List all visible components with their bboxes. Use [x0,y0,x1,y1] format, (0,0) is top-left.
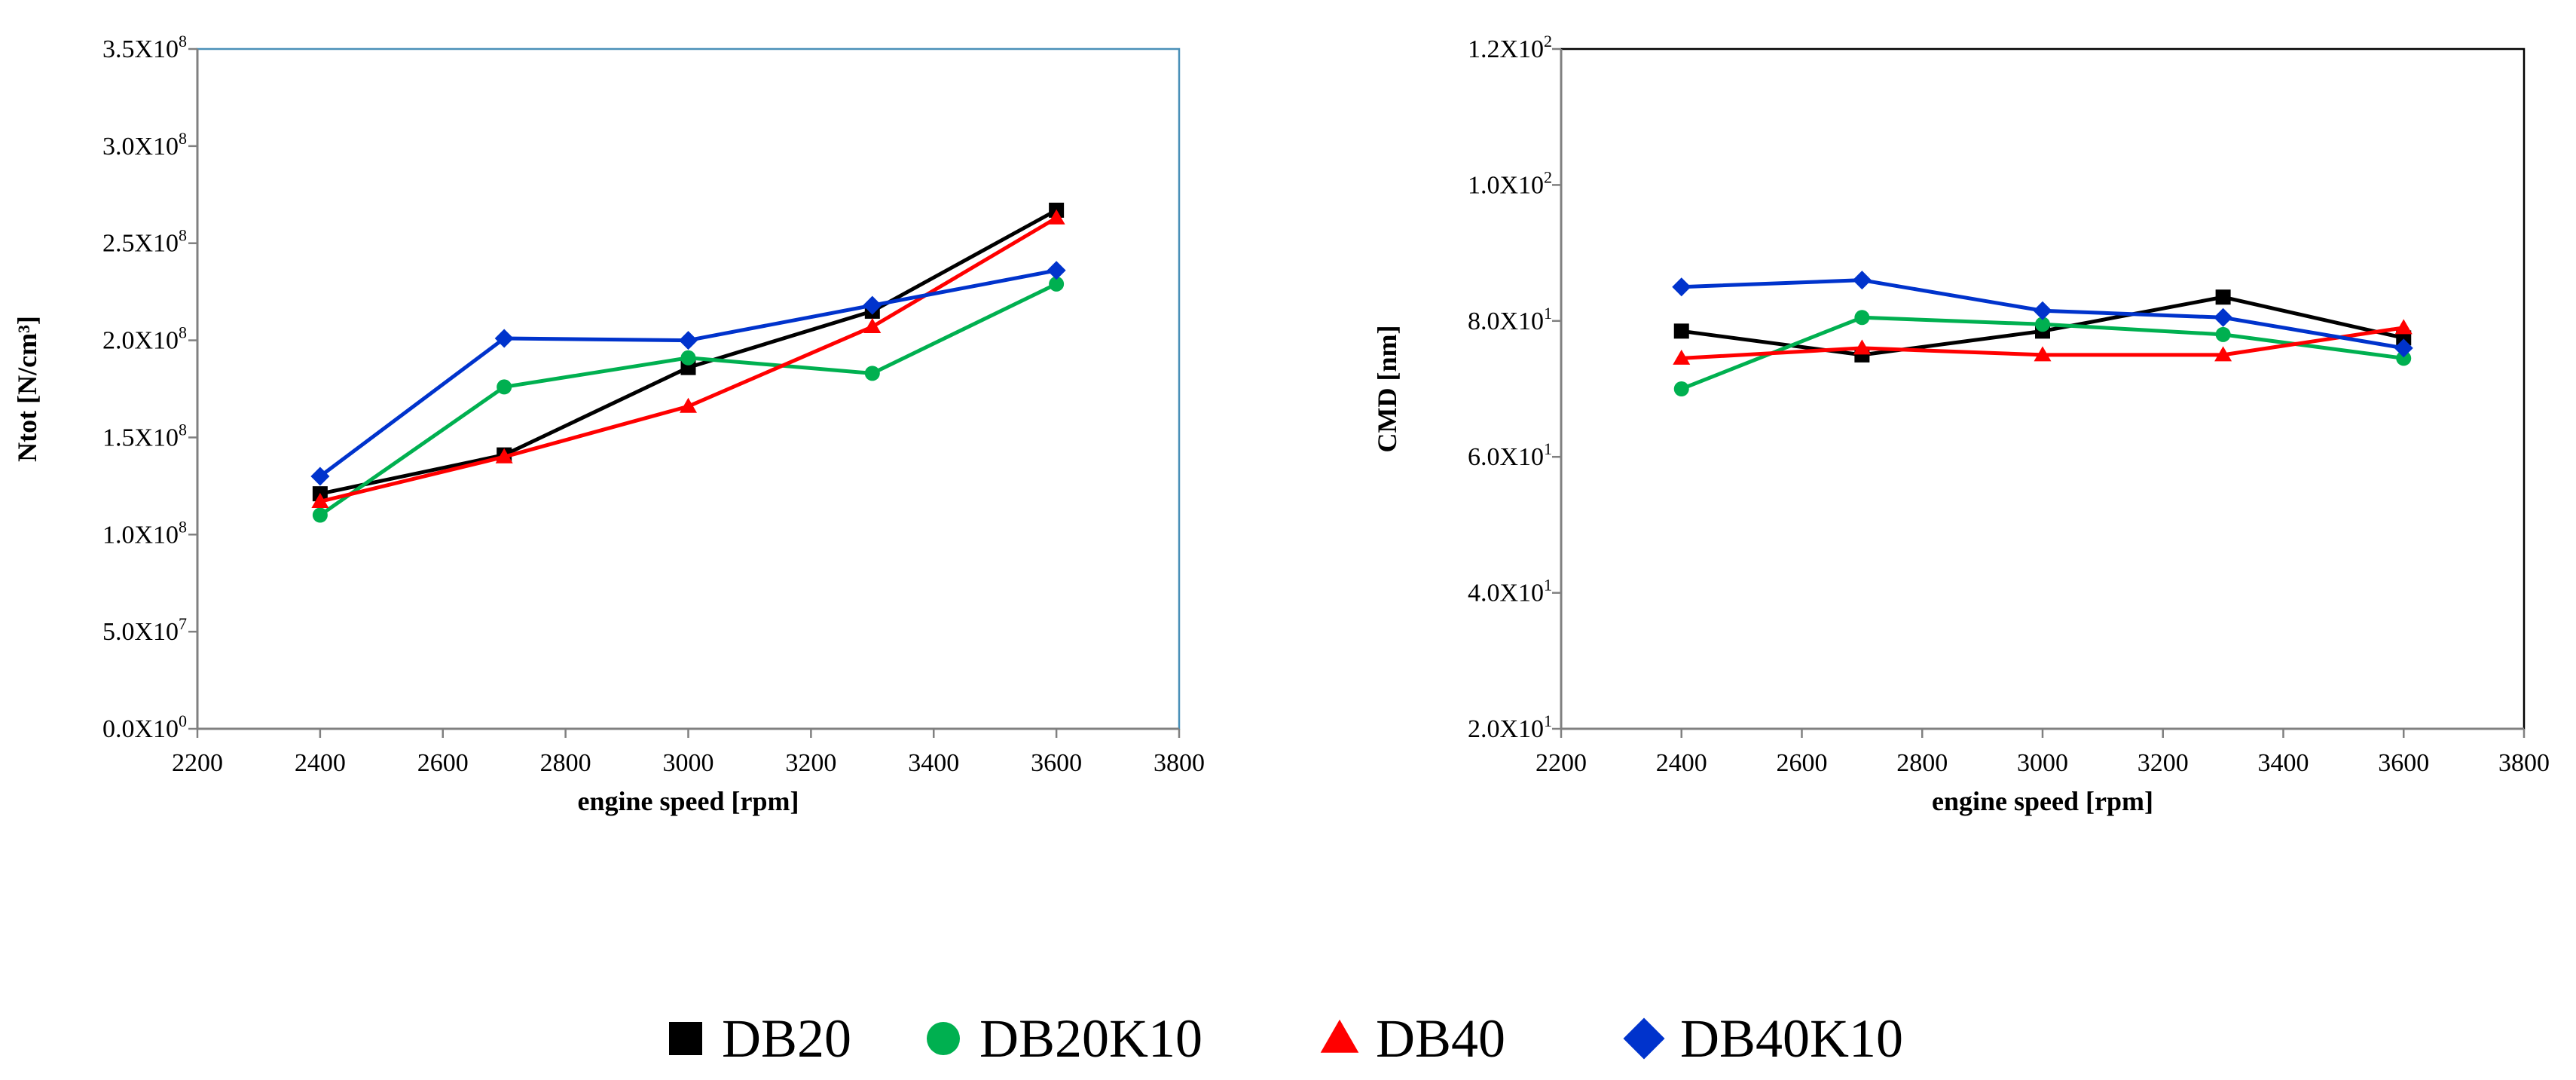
y-tick-label: 0.0X100 [102,711,187,743]
data-point-db20 [1673,323,1689,339]
data-point-db40 [1047,209,1065,225]
x-tick-label: 2400 [1656,749,1707,777]
legend-label: DB20K10 [979,1008,1202,1069]
x-tick-label: 3400 [908,749,959,777]
data-point-db40 [1673,349,1691,365]
ntot-x-axis-label: engine speed [rpm] [578,786,799,816]
x-tick-label: 2400 [295,749,346,777]
data-point-db40 [2034,346,2052,362]
data-point-db20k10 [2215,326,2231,342]
legend-marker-db40k10 [1623,1017,1665,1060]
legend-label: DB20 [722,1008,851,1069]
data-point-db40 [680,397,697,413]
x-tick-label: 3000 [2017,749,2068,777]
data-point-db40k10 [679,331,698,350]
ntot-y-axis-label: Ntot [N/cm³] [12,316,42,462]
data-point-db40 [495,448,513,464]
y-tick-label: 8.0X101 [1468,304,1552,335]
series-db20k10 [1673,310,2412,396]
x-tick-label: 3200 [2137,749,2189,777]
data-point-db40 [2394,319,2413,335]
legend-item-db20k10: DB20K10 [927,1008,1202,1069]
series-db20k10 [312,276,1065,523]
y-tick-label: 1.2X102 [1468,32,1552,63]
series-db40 [311,209,1065,508]
legend-marker-db20 [669,1022,702,1055]
y-tick-label: 2.5X108 [102,226,187,258]
x-tick-label: 3600 [2378,749,2429,777]
x-tick-label: 2800 [1896,749,1948,777]
x-tick-label: 3800 [2498,749,2550,777]
x-tick-label: 3800 [1154,749,1205,777]
y-tick-label: 5.0X107 [102,614,187,646]
series-db40k10 [1672,271,2413,358]
series-db40k10 [310,261,1066,486]
legend-item-db40k10: DB40K10 [1623,1008,1903,1069]
data-point-db40 [1853,339,1871,355]
y-tick-label: 6.0X101 [1468,439,1552,471]
legend-marker-db40 [1320,1019,1359,1053]
legend-marker-db20k10 [927,1022,960,1055]
data-point-db40k10 [1852,271,1872,290]
legend-item-db40: DB40 [1320,1008,1505,1069]
data-point-db40k10 [2033,301,2052,320]
legend-label: DB40 [1376,1008,1505,1069]
legend-item-db20: DB20 [669,1008,851,1069]
data-point-db40k10 [310,467,330,486]
y-tick-label: 3.5X108 [102,32,187,63]
y-tick-label: 4.0X101 [1468,576,1552,607]
legend-label: DB40K10 [1680,1008,1903,1069]
data-point-db40 [311,492,329,508]
x-tick-label: 3600 [1031,749,1082,777]
data-point-db20k10 [312,507,328,523]
y-tick-label: 1.0X102 [1468,167,1552,199]
data-point-db20k10 [2035,317,2050,332]
data-point-db40 [863,318,882,334]
plot-frame [1560,47,2526,730]
x-tick-label: 3400 [2258,749,2309,777]
data-point-db20k10 [680,350,696,366]
cmd-y-axis-label: CMD [nm] [1372,326,1402,453]
data-point-db40k10 [2214,307,2233,327]
data-point-db40k10 [863,295,882,315]
y-tick-label: 1.5X108 [102,420,187,451]
cmd-chart: 2200 2400 2600 2800 3000 3200 3400 3600 3800 2.0X… [1372,32,2550,816]
cmd-x-axis-label: engine speed [rpm] [1932,786,2153,816]
ntot-chart: 2200 2400 2600 2800 3000 3200 3400 3600 3800 0.0X… [12,32,1205,816]
data-point-db20k10 [864,366,880,381]
plot-frame [196,47,1181,730]
data-point-db20k10 [1049,276,1065,292]
data-point-db20k10 [1673,381,1689,396]
x-tick-label: 2200 [1536,749,1587,777]
data-point-db40k10 [494,329,514,348]
x-tick-label: 2800 [540,749,591,777]
y-tick-label: 3.0X108 [102,129,187,161]
data-point-db40 [2214,346,2232,362]
data-point-db20 [2396,330,2412,346]
data-point-db20k10 [497,379,512,395]
y-tick-label: 2.0X108 [102,323,187,355]
data-point-db20k10 [1854,310,1870,326]
x-tick-label: 2600 [417,749,469,777]
data-point-db40k10 [2394,338,2413,358]
x-tick-label: 2600 [1777,749,1828,777]
legend: DB20 DB20K10 DB40 DB40K10 [669,1008,1903,1069]
x-tick-label: 3000 [663,749,714,777]
series-db40 [1673,319,2413,365]
y-tick-label: 2.0X101 [1468,711,1552,743]
data-point-db40k10 [1047,261,1066,280]
data-point-db40k10 [1672,277,1691,297]
x-tick-label: 2200 [172,749,223,777]
x-tick-label: 3200 [785,749,836,777]
data-point-db20 [2215,289,2231,305]
y-tick-label: 1.0X108 [102,517,187,549]
data-point-db20k10 [2396,350,2412,366]
